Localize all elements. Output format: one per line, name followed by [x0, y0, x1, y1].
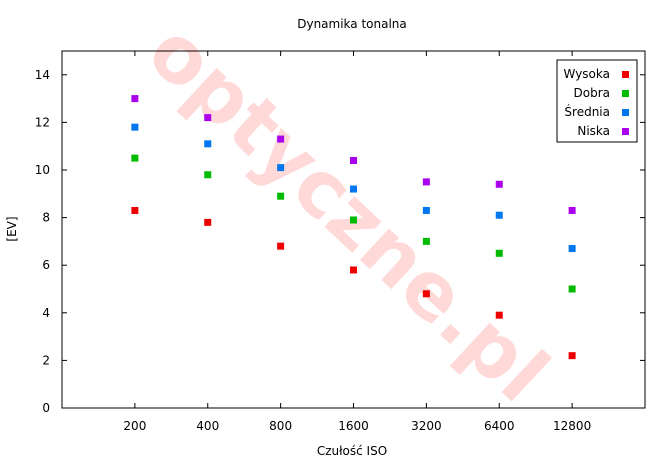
x-tick-label: 1600: [338, 419, 369, 433]
x-tick-label: 200: [123, 419, 146, 433]
legend-swatch: [622, 71, 629, 78]
data-point-dobra: [568, 285, 576, 293]
chart-title: Dynamika tonalna: [297, 17, 407, 31]
x-axis-title: Czułość ISO: [317, 444, 387, 458]
data-point--rednia: [131, 123, 139, 131]
data-point-wysoka: [350, 266, 357, 274]
data-point-dobra: [422, 237, 430, 245]
x-tick-label: 400: [196, 419, 219, 433]
data-point-niska: [495, 180, 503, 188]
legend-label: Średnia: [564, 104, 610, 119]
y-axis-title: [EV]: [5, 216, 19, 241]
x-tick-label: 800: [269, 419, 292, 433]
y-tick-label: 8: [42, 211, 50, 225]
data-point--rednia: [277, 164, 285, 172]
data-point-wysoka: [495, 311, 503, 319]
data-point-wysoka: [568, 352, 576, 360]
data-point-niska: [568, 206, 576, 214]
data-point-wysoka: [422, 290, 430, 298]
data-point-dobra: [277, 192, 285, 200]
legend: Wysoka Dobra Średnia Niska: [556, 59, 638, 143]
y-tick-label: 2: [42, 353, 50, 367]
y-tick-label: 10: [35, 163, 50, 177]
axes: 0 2 4 6 8 10 12 14 200 400 800 1600 3200 6400 12800: [35, 51, 645, 433]
y-tick-label: 14: [35, 68, 50, 82]
x-tick-label: 6400: [484, 419, 515, 433]
data-point-niska: [204, 114, 212, 122]
data-point-niska: [131, 95, 139, 103]
data-point-dobra: [204, 171, 212, 179]
data-point--rednia: [495, 211, 503, 219]
data-point-niska: [277, 135, 285, 143]
data-point-wysoka: [277, 242, 285, 250]
legend-label: Wysoka: [564, 67, 610, 81]
legend-swatch: [622, 128, 629, 135]
data-point-dobra: [495, 249, 503, 257]
data-points: [131, 95, 576, 360]
data-point-wysoka: [204, 218, 212, 226]
y-tick-label: 12: [35, 115, 50, 129]
data-point-dobra: [350, 216, 357, 224]
y-tick-label: 0: [42, 401, 50, 415]
data-point--rednia: [422, 206, 430, 214]
data-point-dobra: [131, 154, 139, 162]
legend-swatch: [622, 90, 629, 97]
legend-swatch: [622, 109, 629, 116]
legend-label: Niska: [577, 124, 610, 138]
data-point-niska: [422, 178, 430, 186]
data-point--rednia: [204, 140, 212, 148]
y-tick-label: 6: [42, 258, 50, 272]
data-point-wysoka: [131, 206, 139, 214]
data-point-niska: [350, 156, 357, 164]
legend-label: Dobra: [574, 86, 611, 100]
x-tick-label: 3200: [411, 419, 442, 433]
data-point--rednia: [568, 245, 576, 253]
data-point--rednia: [350, 185, 357, 193]
y-tick-label: 4: [42, 306, 50, 320]
x-tick-label: 12800: [553, 419, 591, 433]
